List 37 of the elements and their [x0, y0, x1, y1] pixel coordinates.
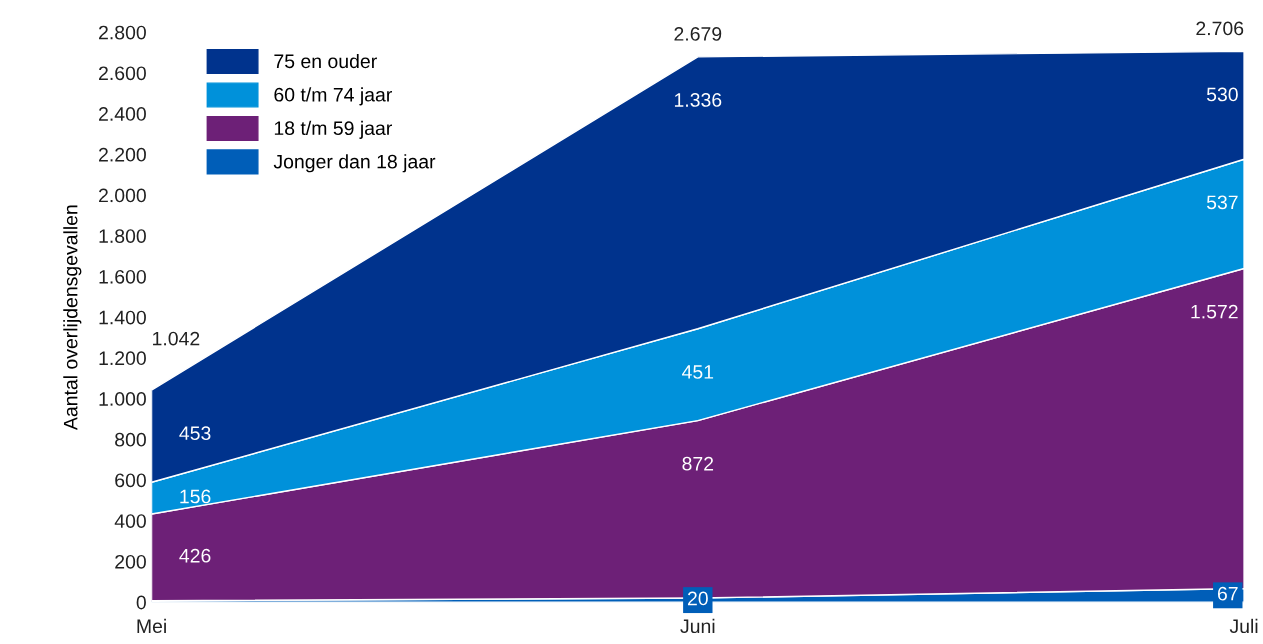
y-tick-label: 1.600 — [99, 269, 146, 284]
y-tick-label: 1.400 — [99, 310, 146, 325]
y-tick-label: 800 — [115, 432, 146, 447]
legend-label: 18 t/m 59 jaar — [274, 120, 392, 139]
data-label: 530 — [1206, 87, 1238, 102]
data-label: 1.336 — [674, 93, 722, 107]
data-label: 426 — [179, 548, 211, 563]
data-label: 872 — [682, 456, 714, 471]
y-tick-label: 2.400 — [99, 107, 146, 121]
y-tick-label: 2.600 — [99, 66, 146, 81]
y-tick-label: 0 — [136, 595, 146, 610]
total-label: 2.706 — [1196, 21, 1244, 36]
y-tick-label: 2.000 — [99, 188, 146, 203]
data-label: 453 — [179, 426, 211, 441]
legend-label: Jonger dan 18 jaar — [273, 154, 436, 173]
y-axis-title: Aantal overlijdensgevallen — [63, 205, 82, 431]
y-tick-label: 1.800 — [99, 229, 146, 243]
y-tick-label: 2.200 — [99, 147, 146, 162]
y-tick-label: 1.200 — [99, 351, 146, 366]
y-tick-label: 1.000 — [99, 392, 146, 406]
data-label: 451 — [682, 365, 714, 379]
total-label: 1.042 — [153, 331, 200, 346]
y-tick-label: 600 — [115, 473, 146, 488]
x-tick-label: Mei — [137, 618, 166, 634]
x-tick-label: Juli — [1229, 618, 1258, 634]
y-tick-label: 400 — [114, 514, 146, 528]
legend-label: 75 en ouder — [274, 53, 377, 69]
data-label: 67 — [1217, 586, 1238, 601]
data-label: 537 — [1206, 195, 1238, 210]
data-label: 156 — [180, 489, 211, 504]
y-tick-label: 200 — [115, 554, 146, 569]
data-label: 20 — [687, 591, 708, 606]
y-tick-label: 2.800 — [99, 25, 146, 40]
data-label: 1.572 — [1191, 304, 1238, 319]
x-tick-label: Juni — [680, 618, 715, 634]
legend-label: 60 t/m 74 jaar — [274, 87, 392, 106]
total-label: 2.679 — [674, 27, 722, 41]
